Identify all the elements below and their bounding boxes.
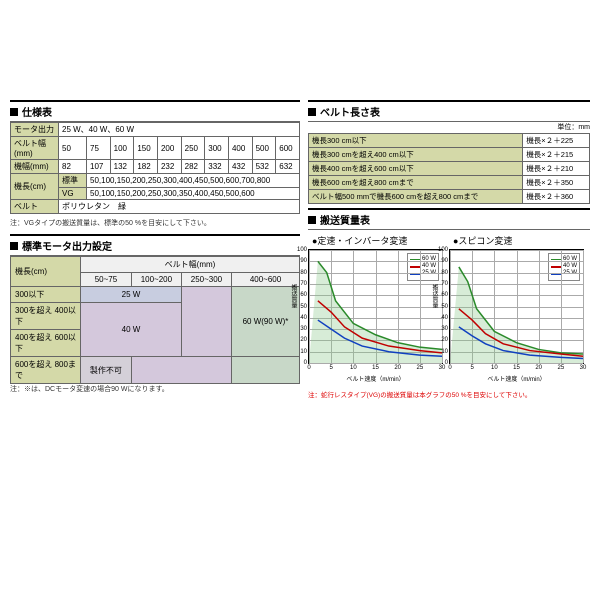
spec-title: 仕様表 — [22, 104, 52, 119]
chart2-ylabel: 搬送質量 — [430, 284, 439, 308]
spec-width-label: 機幅(mm) — [11, 160, 59, 174]
chart2-xlabel: ベルト速度（m/min） — [449, 374, 584, 383]
spec-beltwidth-label: ベルト幅(mm) — [11, 137, 59, 160]
spec-vg-label: VG — [59, 188, 87, 200]
motor-colhead: ベルト幅(mm) — [81, 257, 300, 273]
mass-title: 搬送質量表 — [320, 212, 370, 227]
motor-header: 標準モータ出力設定 — [10, 234, 300, 256]
chart1-title: ●定速・インバータ変速 — [312, 234, 443, 247]
spec-motor-val: 25 W、40 W、60 W — [59, 123, 300, 137]
spec-vg-val: 50,100,150,200,250,300,350,400,450,500,6… — [87, 188, 300, 200]
chart1-xlabel: ベルト速度（m/min） — [308, 374, 443, 383]
beltlen-header: ベルト長さ表 — [308, 100, 590, 122]
motor-note: 注：※は、DCモータ変速の場合90 Wになります。 — [10, 384, 300, 394]
spec-length-label: 機長(cm) — [11, 174, 59, 200]
motor-table: 機長(cm)ベルト幅(mm) 50~75100~200250~300400~60… — [10, 256, 300, 384]
spec-note: 注：VGタイプの搬送質量は、標準の50 %を目安にして下さい。 — [10, 218, 300, 228]
beltlen-title: ベルト長さ表 — [320, 104, 380, 119]
spec-header: 仕様表 — [10, 100, 300, 122]
spec-belt-val: ポリウレタン 緑 — [59, 200, 300, 214]
chart-fixed: 60 W 40 W 25 W 搬送質量 01020304050607080901… — [308, 249, 443, 364]
chart1-ylabel: 搬送質量 — [289, 284, 298, 308]
mass-header: 搬送質量表 — [308, 208, 590, 230]
spec-belt-label: ベルト — [11, 200, 59, 214]
spec-std-val: 50,100,150,200,250,300,400,450,500,600,7… — [87, 174, 300, 188]
beltlen-unit: 単位：mm — [308, 122, 590, 132]
spec-table: モータ出力25 W、40 W、60 W ベルト幅(mm) 50751001502… — [10, 122, 300, 214]
chart-note: 注：蛇行レスタイプ(VG)の搬送質量は本グラフの50 %を目安にして下さい。 — [308, 389, 590, 399]
motor-rowhead: 機長(cm) — [11, 257, 81, 287]
beltlen-table: 機長300 cm以下機長×２＋225 機長300 cmを超え400 cm以下機長… — [308, 133, 590, 204]
spec-motor-label: モータ出力 — [11, 123, 59, 137]
motor-title: 標準モータ出力設定 — [22, 238, 112, 253]
chart-spicon: 60 W 40 W 25 W 搬送質量 01020304050607080901… — [449, 249, 584, 364]
chart2-title: ●スピコン変速 — [453, 234, 584, 247]
spec-std-label: 標準 — [59, 174, 87, 188]
